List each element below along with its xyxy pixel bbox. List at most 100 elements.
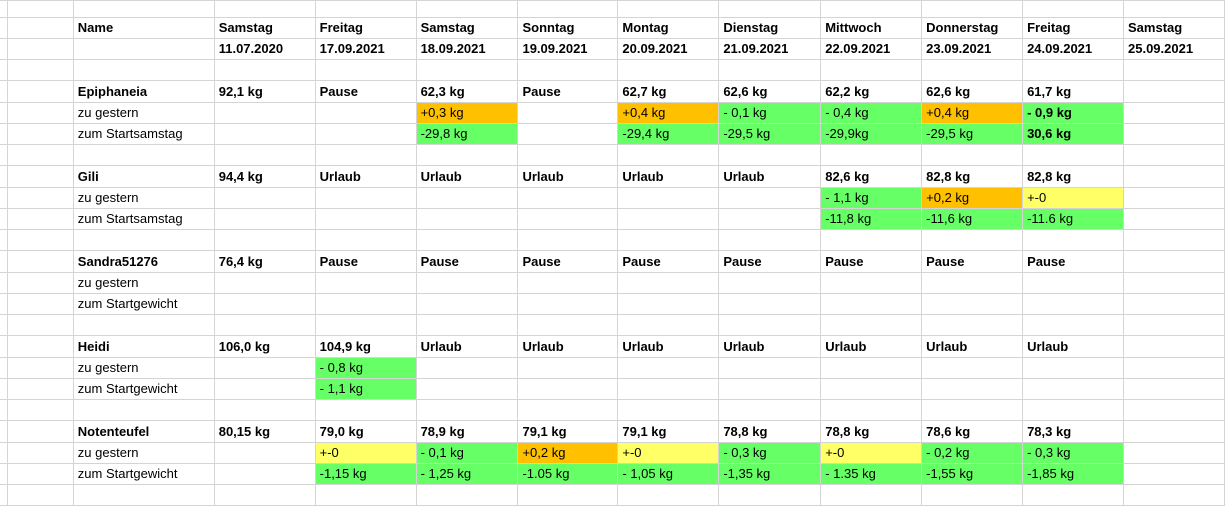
diff-label[interactable]: zu gestern [72, 357, 215, 379]
row-edge-cell[interactable] [0, 272, 8, 294]
spacer-cell[interactable] [6, 17, 74, 39]
cell[interactable] [820, 399, 923, 421]
row-edge-cell[interactable] [0, 187, 8, 209]
cell[interactable] [1123, 314, 1225, 336]
cell[interactable] [72, 144, 215, 166]
diff-cell[interactable] [213, 357, 316, 379]
cell[interactable] [415, 144, 519, 166]
weight-cell[interactable]: 82,6 kg [820, 165, 923, 188]
row-edge-cell[interactable] [0, 229, 8, 251]
weight-cell[interactable]: 94,4 kg [213, 165, 316, 188]
day-header[interactable]: Samstag [1123, 17, 1225, 39]
cell[interactable] [213, 314, 316, 336]
diff-cell[interactable]: +-0 [617, 442, 720, 464]
total-cell[interactable] [921, 293, 1024, 315]
spacer-cell[interactable] [6, 484, 74, 506]
spacer-cell[interactable] [6, 314, 74, 336]
spacer-cell[interactable] [6, 80, 74, 103]
total-cell[interactable] [1123, 208, 1225, 230]
cell[interactable] [415, 484, 519, 506]
weight-cell[interactable]: 78,9 kg [415, 420, 519, 443]
cell[interactable] [213, 399, 316, 421]
day-header[interactable]: Freitag [314, 17, 417, 39]
diff-cell[interactable]: - 0,1 kg [718, 102, 822, 124]
row-edge-cell[interactable] [0, 144, 8, 166]
date-header[interactable]: 11.07.2020 [213, 38, 316, 60]
diff-cell[interactable] [921, 272, 1024, 294]
diff-cell[interactable] [314, 187, 417, 209]
cell[interactable] [517, 314, 619, 336]
cell[interactable] [72, 59, 215, 81]
total-cell[interactable]: -29,5 kg [921, 123, 1024, 145]
weight-cell[interactable] [1123, 250, 1225, 273]
diff-cell[interactable] [617, 272, 720, 294]
weight-cell[interactable]: Urlaub [1022, 335, 1124, 358]
diff-cell[interactable]: +-0 [1022, 187, 1124, 209]
total-cell[interactable] [213, 378, 316, 400]
cell[interactable] [72, 314, 215, 336]
diff-cell[interactable] [1022, 272, 1124, 294]
spacer-cell[interactable] [6, 272, 74, 294]
cell[interactable] [820, 59, 923, 81]
weight-cell[interactable]: 104,9 kg [314, 335, 417, 358]
total-cell[interactable] [1123, 463, 1225, 485]
weight-cell[interactable]: Pause [718, 250, 822, 273]
cell[interactable] [820, 144, 923, 166]
cell[interactable] [1022, 144, 1124, 166]
weight-cell[interactable]: Urlaub [617, 335, 720, 358]
total-cell[interactable] [517, 378, 619, 400]
diff-cell[interactable]: +0,4 kg [921, 102, 1024, 124]
weight-cell[interactable]: 92,1 kg [213, 80, 316, 103]
diff-cell[interactable]: +-0 [820, 442, 923, 464]
spacer-cell[interactable] [6, 0, 74, 18]
total-label[interactable]: zum Startgewicht [72, 293, 215, 315]
diff-cell[interactable] [213, 102, 316, 124]
cell[interactable] [921, 399, 1024, 421]
cell[interactable] [718, 314, 822, 336]
spacer-cell[interactable] [6, 187, 74, 209]
diff-cell[interactable] [314, 102, 417, 124]
spacer-cell[interactable] [6, 420, 74, 443]
cell[interactable] [1022, 229, 1124, 251]
weight-cell[interactable]: Pause [517, 250, 619, 273]
weight-cell[interactable]: Pause [1022, 250, 1124, 273]
diff-cell[interactable] [617, 357, 720, 379]
weight-cell[interactable]: 62,3 kg [415, 80, 519, 103]
diff-cell[interactable] [820, 357, 923, 379]
cell[interactable] [1022, 484, 1124, 506]
diff-cell[interactable]: - 0,2 kg [921, 442, 1024, 464]
weight-cell[interactable]: Urlaub [718, 165, 822, 188]
weight-cell[interactable]: Urlaub [415, 335, 519, 358]
total-cell[interactable]: - 1.35 kg [820, 463, 923, 485]
cell[interactable] [213, 59, 316, 81]
diff-cell[interactable]: +0,2 kg [921, 187, 1024, 209]
weight-cell[interactable]: 79,1 kg [517, 420, 619, 443]
cell[interactable] [415, 59, 519, 81]
diff-cell[interactable]: - 0,3 kg [1022, 442, 1124, 464]
row-edge-cell[interactable] [0, 378, 8, 400]
participant-name[interactable]: Gili [72, 165, 215, 188]
day-header[interactable]: Samstag [213, 17, 316, 39]
row-edge-cell[interactable] [0, 80, 8, 103]
weight-cell[interactable]: Urlaub [921, 335, 1024, 358]
weight-cell[interactable]: Urlaub [617, 165, 720, 188]
diff-cell[interactable] [718, 357, 822, 379]
date-header[interactable]: 20.09.2021 [617, 38, 720, 60]
spacer-cell[interactable] [6, 357, 74, 379]
weight-cell[interactable]: Urlaub [517, 165, 619, 188]
total-cell[interactable] [415, 208, 519, 230]
diff-cell[interactable]: - 0,1 kg [415, 442, 519, 464]
total-cell[interactable]: -1,15 kg [314, 463, 417, 485]
row-edge-cell[interactable] [0, 17, 8, 39]
cell[interactable] [617, 314, 720, 336]
diff-cell[interactable] [517, 357, 619, 379]
spacer-cell[interactable] [6, 59, 74, 81]
weight-cell[interactable]: 62,6 kg [921, 80, 1024, 103]
cell[interactable] [617, 399, 720, 421]
cell[interactable] [517, 59, 619, 81]
cell[interactable] [72, 399, 215, 421]
participant-name[interactable]: Notenteufel [72, 420, 215, 443]
diff-cell[interactable] [314, 272, 417, 294]
total-cell[interactable] [213, 123, 316, 145]
spacer-cell[interactable] [6, 38, 74, 60]
